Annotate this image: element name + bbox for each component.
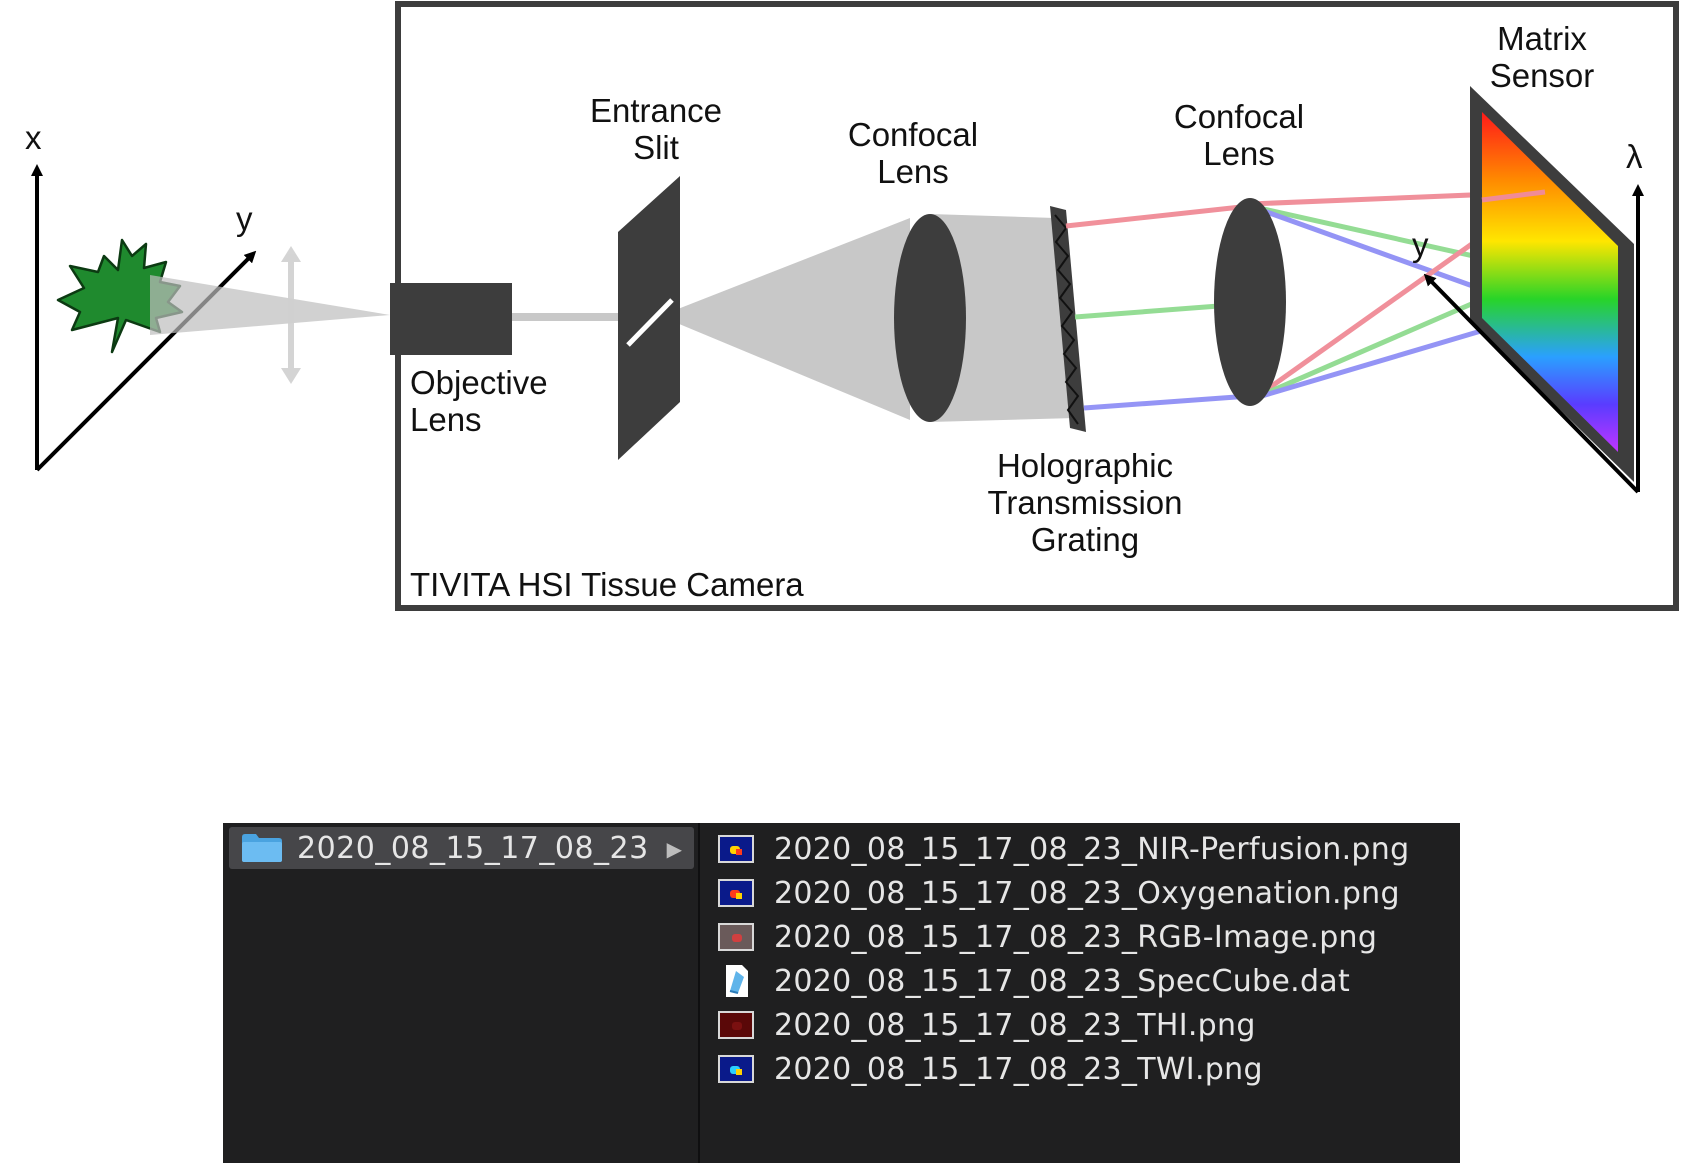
image-thumbnail-icon: [718, 835, 754, 863]
folder-name: 2020_08_15_17_08_23: [297, 830, 649, 866]
file-name: 2020_08_15_17_08_23_TWI.png: [774, 1051, 1263, 1087]
camera-title: TIVITA HSI Tissue Camera: [410, 566, 804, 603]
file-name: 2020_08_15_17_08_23_SpecCube.dat: [774, 963, 1351, 999]
file-row[interactable]: 2020_08_15_17_08_23_RGB-Image.png: [700, 915, 1377, 959]
entrance-slit-label-1: Entrance: [590, 92, 722, 129]
sensor-axes: y λ: [1412, 138, 1644, 494]
confocal-lens-2-label-1: Confocal: [1174, 98, 1304, 135]
image-thumbnail-icon: [718, 879, 754, 907]
file-row[interactable]: 2020_08_15_17_08_23_NIR-Perfusion.png: [700, 827, 1409, 871]
file-name: 2020_08_15_17_08_23_NIR-Perfusion.png: [774, 831, 1410, 867]
grating-label-2: Transmission: [988, 484, 1183, 521]
grating-label-3: Grating: [1031, 521, 1139, 558]
x-axis-label: x: [25, 119, 42, 156]
finder-column-files: 2020_08_15_17_08_23_NIR-Perfusion.png 20…: [700, 823, 1460, 1163]
file-row[interactable]: 2020_08_15_17_08_23_Oxygenation.png: [700, 871, 1400, 915]
image-thumbnail-icon: [718, 1055, 754, 1083]
grating-label-1: Holographic: [997, 447, 1173, 484]
data-file-icon: [718, 963, 754, 999]
matrix-sensor: [1470, 86, 1634, 482]
file-row[interactable]: 2020_08_15_17_08_23_TWI.png: [700, 1047, 1263, 1091]
beam-collimated: [930, 214, 1075, 422]
folder-row-selected[interactable]: 2020_08_15_17_08_23 ▶: [229, 827, 694, 869]
folder-icon: [241, 833, 283, 863]
matrix-sensor-label-1: Matrix: [1497, 20, 1587, 57]
y-axis-label: y: [236, 200, 253, 237]
confocal-lens-1-label-1: Confocal: [848, 116, 978, 153]
beam-objective-slit: [512, 313, 622, 321]
optical-diagram: x y: [25, 1, 1679, 611]
confocal-lens-2: [1214, 198, 1286, 406]
file-row[interactable]: 2020_08_15_17_08_23_SpecCube.dat: [700, 959, 1350, 1003]
image-thumbnail-icon: [718, 1011, 754, 1039]
matrix-sensor-label-2: Sensor: [1490, 57, 1595, 94]
sensor-lambda-label: λ: [1626, 138, 1643, 175]
file-name: 2020_08_15_17_08_23_THI.png: [774, 1007, 1256, 1043]
file-row[interactable]: 2020_08_15_17_08_23_THI.png: [700, 1003, 1256, 1047]
confocal-lens-2-label-2: Lens: [1203, 135, 1275, 172]
chevron-right-icon: ▶: [666, 837, 682, 861]
sensor-y-label: y: [1412, 226, 1429, 263]
light-beam-scene: [150, 275, 390, 335]
entrance-slit: [618, 176, 680, 460]
scan-arrow: [281, 246, 301, 384]
finder-column-folders: 2020_08_15_17_08_23 ▶: [223, 823, 700, 1163]
finder-column-view: 2020_08_15_17_08_23 ▶ 2020_08_15_17_08_2…: [223, 823, 1460, 1163]
confocal-lens-1: [894, 214, 966, 422]
file-name: 2020_08_15_17_08_23_RGB-Image.png: [774, 919, 1378, 955]
entrance-slit-label-2: Slit: [633, 129, 679, 166]
file-name: 2020_08_15_17_08_23_Oxygenation.png: [774, 875, 1400, 911]
objective-lens-label-2: Lens: [410, 401, 482, 438]
image-thumbnail-icon: [718, 923, 754, 951]
confocal-lens-1-label-2: Lens: [877, 153, 949, 190]
objective-lens-label-1: Objective: [410, 364, 548, 401]
objective-lens: [390, 283, 512, 355]
beam-cone: [660, 218, 910, 420]
